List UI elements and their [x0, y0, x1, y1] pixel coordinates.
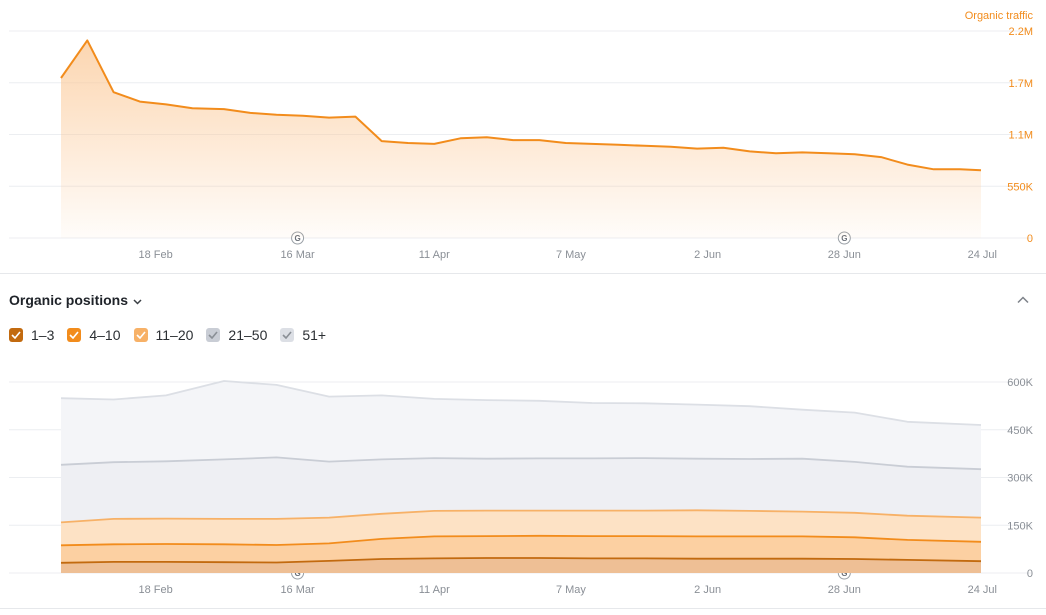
x-tick-label: 28 Jun — [828, 249, 861, 261]
legend-item[interactable]: 4–10 — [67, 327, 121, 343]
y-tick-label: 0 — [1027, 568, 1033, 580]
organic-positions-title: Organic positions — [9, 292, 129, 308]
legend-checkbox[interactable] — [67, 328, 82, 342]
x-tick-label: 24 Jul — [968, 249, 997, 261]
legend-label: 11–20 — [155, 327, 194, 343]
legend-checkbox[interactable] — [280, 328, 295, 342]
google-update-label: G — [294, 569, 300, 578]
legend-checkbox[interactable] — [206, 328, 221, 342]
x-tick-label: 7 May — [556, 584, 586, 596]
x-tick-label: 28 Jun — [828, 584, 861, 596]
legend-label: 1–3 — [31, 327, 55, 343]
bottom-divider — [0, 608, 1046, 609]
positions-line-0 — [60, 557, 982, 564]
traffic-area — [61, 40, 981, 239]
x-tick-label: 2 Jun — [694, 249, 721, 261]
legend-label: 4–10 — [89, 327, 121, 343]
legend-item[interactable]: 11–20 — [133, 327, 194, 343]
positions-line-1 — [60, 534, 982, 547]
positions-area-4 — [61, 381, 981, 470]
y-tick-label: 0 — [1027, 233, 1033, 245]
x-tick-label: 18 Feb — [139, 249, 173, 261]
legend-checkbox[interactable] — [133, 328, 148, 342]
positions-line-3 — [60, 456, 982, 471]
x-tick-label: 11 Apr — [419, 584, 450, 596]
check-icon — [135, 331, 146, 339]
y-tick-label: 450K — [1007, 425, 1033, 437]
y-tick-label: 1.1M — [1009, 130, 1033, 142]
y-tick-label: 150K — [1007, 520, 1033, 532]
x-tick-label: 16 Mar — [280, 584, 315, 596]
organic-positions-dropdown[interactable]: Organic positions — [9, 292, 142, 308]
positions-area-0 — [61, 558, 981, 573]
google-update-label: G — [841, 569, 847, 578]
x-tick-label: 7 May — [556, 249, 586, 261]
organic-traffic-chart: Organic traffic 2.2M 1.7M 1.1M 550K 0 18 Feb 16… — [9, 10, 1034, 261]
chevron-down-icon — [133, 292, 142, 308]
legend-label: 21–50 — [228, 327, 268, 343]
x-tick-label: 18 Feb — [139, 584, 173, 596]
legend-item[interactable]: 51+ — [280, 327, 326, 343]
legend-checkbox[interactable] — [9, 328, 23, 342]
check-icon — [282, 331, 292, 339]
positions-area-3 — [61, 457, 981, 523]
x-tick-label: 2 Jun — [694, 584, 721, 596]
legend-item[interactable]: 21–50 — [206, 327, 267, 343]
y-tick-label: 2.2M — [1009, 26, 1033, 38]
y-tick-label: 550K — [1007, 181, 1033, 193]
positions-line-2 — [60, 509, 982, 524]
y-tick-label: 600K — [1007, 377, 1033, 389]
positions-area-1 — [61, 535, 981, 563]
chevron-up-icon — [1015, 295, 1031, 312]
x-tick-label: 24 Jul — [968, 584, 997, 596]
y-axis-title: Organic traffic — [965, 10, 1034, 22]
section-divider — [0, 273, 1046, 274]
google-update-label: G — [841, 234, 847, 243]
y-tick-label: 1.7M — [1009, 78, 1033, 90]
y-tick-label: 300K — [1007, 473, 1033, 485]
x-tick-label: 16 Mar — [280, 249, 315, 261]
x-tick-label: 11 Apr — [419, 249, 450, 261]
positions-legend: 1–3 4–10 11–20 21–50 51+ — [9, 327, 339, 343]
legend-label: 51+ — [302, 327, 327, 343]
positions-line-4 — [60, 380, 982, 426]
collapse-button[interactable] — [1015, 292, 1031, 308]
traffic-line — [60, 39, 982, 172]
organic-positions-chart: 600K 450K 300K 150K 0 18 Feb 16 Mar 11 Apr 7 May… — [9, 377, 1034, 596]
check-icon — [11, 331, 21, 339]
legend-item[interactable]: 1–3 — [9, 327, 54, 343]
google-update-label: G — [294, 234, 300, 243]
check-icon — [208, 331, 219, 339]
check-icon — [69, 331, 79, 339]
